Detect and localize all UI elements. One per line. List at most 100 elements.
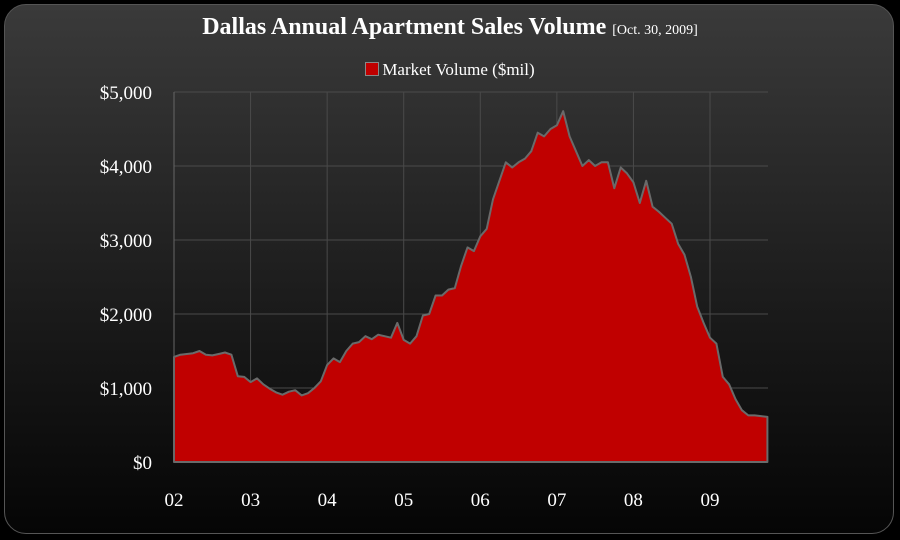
- data-point: [268, 387, 271, 390]
- data-point: [294, 389, 297, 392]
- data-point: [485, 228, 488, 230]
- data-point: [683, 254, 686, 256]
- data-point: [568, 135, 571, 138]
- data-point: [390, 336, 392, 339]
- data-point: [326, 364, 328, 366]
- x-tick-label: 03: [241, 490, 260, 511]
- data-point: [728, 383, 730, 386]
- chart-subtitle: [Oct. 30, 2009]: [612, 23, 698, 38]
- data-point: [409, 342, 411, 345]
- data-point: [524, 157, 526, 160]
- data-point: [677, 242, 679, 245]
- data-point: [211, 354, 214, 357]
- data-point: [543, 135, 545, 138]
- data-point: [632, 181, 635, 184]
- legend-label: Market Volume ($mil): [382, 60, 535, 79]
- data-point: [230, 353, 233, 356]
- data-point: [453, 287, 456, 289]
- data-point: [224, 351, 226, 354]
- x-tick-label: 07: [547, 490, 566, 511]
- data-point: [575, 150, 577, 152]
- data-point: [198, 350, 201, 352]
- data-point: [351, 342, 354, 345]
- y-tick-label: $2,000: [100, 305, 152, 326]
- data-point: [396, 322, 399, 324]
- y-tick-label: $0: [133, 453, 152, 474]
- data-point: [275, 391, 277, 394]
- data-point: [581, 165, 584, 167]
- data-point: [281, 393, 284, 396]
- data-point: [441, 294, 443, 297]
- data-point: [332, 357, 335, 360]
- data-point: [217, 353, 220, 355]
- data-point: [243, 376, 245, 378]
- data-point: [447, 288, 450, 291]
- data-point: [766, 416, 769, 418]
- data-point: [517, 161, 520, 164]
- data-point: [466, 246, 469, 249]
- y-tick-label: $1,000: [100, 379, 152, 400]
- data-point: [594, 165, 596, 167]
- data-point: [339, 361, 341, 363]
- legend-swatch: [365, 62, 380, 76]
- data-point: [192, 352, 194, 355]
- x-tick-label: 05: [394, 490, 413, 511]
- data-point: [549, 128, 552, 130]
- data-point: [492, 198, 494, 201]
- data-point: [664, 217, 667, 219]
- data-point: [613, 187, 616, 189]
- data-point: [402, 339, 405, 341]
- data-point: [536, 131, 539, 134]
- data-point: [345, 350, 348, 352]
- data-point: [702, 322, 705, 324]
- title-text: Dallas Annual Apartment Sales Volume: [202, 14, 607, 40]
- data-point: [556, 124, 558, 127]
- data-point: [249, 381, 252, 383]
- data-point: [696, 305, 699, 308]
- data-point: [473, 250, 475, 252]
- data-point: [747, 414, 750, 417]
- data-point: [600, 161, 603, 164]
- data-point: [300, 394, 303, 397]
- data-point: [288, 390, 290, 393]
- data-point: [307, 392, 309, 394]
- y-tick-label: $3,000: [100, 231, 152, 252]
- data-point: [760, 415, 762, 417]
- chart-title: Dallas Annual Apartment Sales Volume [Oc…: [0, 14, 900, 41]
- data-point: [562, 110, 565, 113]
- data-point: [709, 336, 711, 339]
- data-point: [262, 383, 265, 386]
- data-point: [626, 172, 628, 175]
- data-point: [256, 377, 258, 380]
- data-point: [587, 159, 590, 161]
- data-point: [383, 335, 386, 338]
- data-point: [734, 398, 737, 400]
- data-point: [179, 353, 182, 356]
- data-point: [658, 211, 660, 213]
- y-tick-label: $4,000: [100, 157, 152, 178]
- data-point: [753, 414, 756, 417]
- data-point: [619, 166, 622, 169]
- x-tick-label: 04: [318, 490, 338, 511]
- data-point: [358, 341, 360, 343]
- data-point: [313, 387, 316, 389]
- area-series-market-volume: [173, 110, 769, 463]
- data-point: [185, 353, 188, 355]
- data-point: [715, 342, 718, 345]
- data-point: [319, 380, 322, 383]
- y-tick-label: $5,000: [100, 83, 152, 104]
- data-point: [645, 180, 647, 182]
- data-point: [498, 180, 501, 182]
- data-point: [377, 333, 379, 336]
- x-tick-label: 08: [624, 490, 643, 511]
- data-point: [607, 161, 609, 164]
- data-point: [505, 161, 507, 164]
- x-tick-label: 06: [471, 490, 490, 511]
- data-point: [364, 335, 367, 338]
- data-point: [460, 265, 462, 267]
- data-point: [422, 314, 424, 317]
- legend: Market Volume ($mil): [0, 60, 900, 80]
- data-point: [639, 202, 641, 204]
- data-point: [670, 222, 673, 225]
